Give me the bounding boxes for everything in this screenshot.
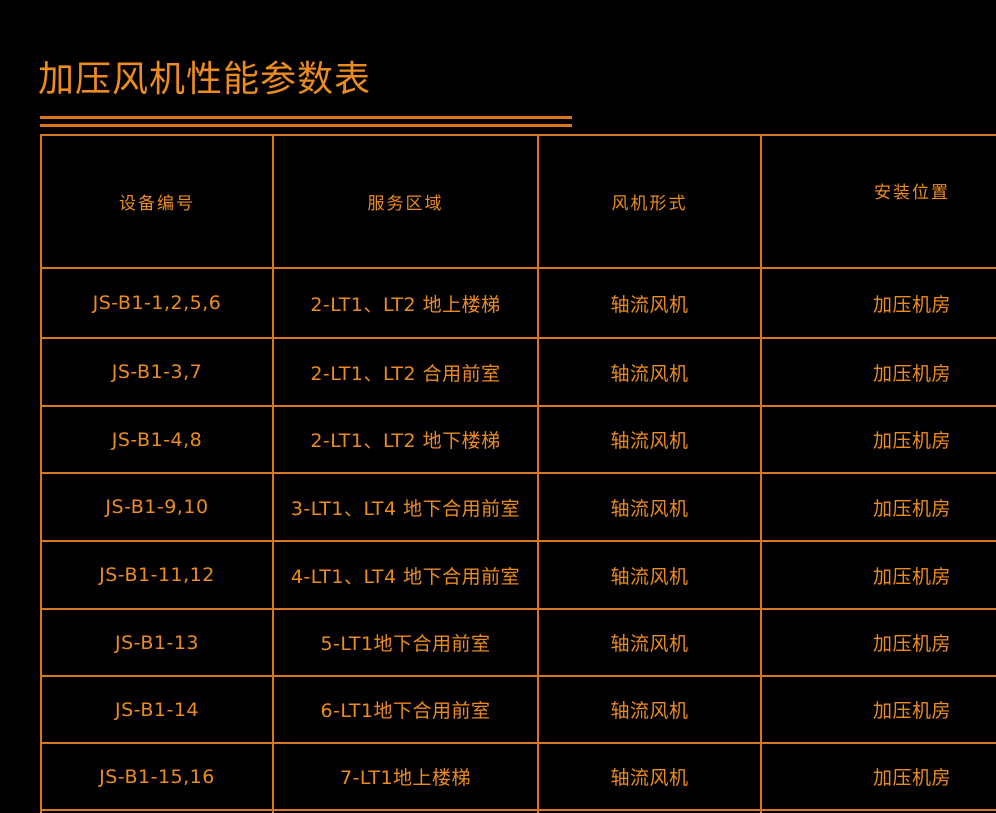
table-row: JS-B1-14 6-LT1地下合用前室 轴流风机 加压机房 <box>40 675 996 744</box>
cell-fan-type: 轴流风机 <box>537 608 762 677</box>
cell-device-id: JS-B1-1,2,5,6 <box>40 267 274 339</box>
table-body: JS-B1-1,2,5,6 2-LT1、LT2 地上楼梯 轴流风机 加压机房 JS-B1… <box>40 267 996 813</box>
cell-device-id: JS-B1-13 <box>40 608 274 677</box>
cell-fan-type: 轴流风机 <box>537 540 762 610</box>
cell-service-area: 5-LT1地下合用前室 <box>272 608 539 677</box>
cell-service-area: 2-LT1、LT2 地上楼梯 <box>272 267 539 339</box>
cell-device-id: JS-B1-4,8 <box>40 405 274 474</box>
cell-device-id: JS-B1-14 <box>40 675 274 744</box>
cell-device-id: JS-B1-15,16 <box>40 742 274 811</box>
cell-install-location: 加压机房 <box>760 608 996 677</box>
table-row-partial <box>40 809 996 813</box>
cell-fan-type: 轴流风机 <box>537 337 762 407</box>
cell-fan-type: 轴流风机 <box>537 472 762 542</box>
table-row: JS-B1-13 5-LT1地下合用前室 轴流风机 加压机房 <box>40 608 996 677</box>
table-row: JS-B1-11,12 4-LT1、LT4 地下合用前室 轴流风机 加压机房 <box>40 540 996 610</box>
cell-service-area: 7-LT1地上楼梯 <box>272 742 539 811</box>
cell-fan-type: 轴流风机 <box>537 675 762 744</box>
title-underline-top <box>40 116 572 119</box>
table-row: JS-B1-4,8 2-LT1、LT2 地下楼梯 轴流风机 加压机房 <box>40 405 996 474</box>
cell-fan-type: 轴流风机 <box>537 405 762 474</box>
cell-install-location: 加压机房 <box>760 337 996 407</box>
title-underline-bottom <box>40 124 572 127</box>
cell-device-id: JS-B1-3,7 <box>40 337 274 407</box>
cell-install-location: 加压机房 <box>760 675 996 744</box>
cell-install-location: 加压机房 <box>760 540 996 610</box>
header-install-location: 安装位置 <box>760 134 996 269</box>
cell-device-id: JS-B1-11,12 <box>40 540 274 610</box>
header-fan-type: 风机形式 <box>537 134 762 269</box>
fan-parameters-table: 设备编号 服务区域 风机形式 安装位置 JS-B1-1,2,5,6 2-LT1、L… <box>40 134 996 813</box>
cell-install-location: 加压机房 <box>760 472 996 542</box>
cell-install-location: 加压机房 <box>760 267 996 339</box>
cell-fan-type: 轴流风机 <box>537 742 762 811</box>
cell-service-area: 2-LT1、LT2 地下楼梯 <box>272 405 539 474</box>
cell-service-area: 2-LT1、LT2 合用前室 <box>272 337 539 407</box>
table-row: JS-B1-1,2,5,6 2-LT1、LT2 地上楼梯 轴流风机 加压机房 <box>40 267 996 339</box>
cell-fan-type <box>537 809 762 813</box>
cell-device-id <box>40 809 274 813</box>
cell-install-location <box>760 809 996 813</box>
table-header-row: 设备编号 服务区域 风机形式 安装位置 <box>40 134 996 269</box>
table-row: JS-B1-3,7 2-LT1、LT2 合用前室 轴流风机 加压机房 <box>40 337 996 407</box>
cell-fan-type: 轴流风机 <box>537 267 762 339</box>
header-device-id: 设备编号 <box>40 134 274 269</box>
cell-service-area: 3-LT1、LT4 地下合用前室 <box>272 472 539 542</box>
cell-service-area: 4-LT1、LT4 地下合用前室 <box>272 540 539 610</box>
table-row: JS-B1-9,10 3-LT1、LT4 地下合用前室 轴流风机 加压机房 <box>40 472 996 542</box>
cell-service-area: 6-LT1地下合用前室 <box>272 675 539 744</box>
cell-device-id: JS-B1-9,10 <box>40 472 274 542</box>
page-title: 加压风机性能参数表 <box>38 59 372 100</box>
cell-install-location: 加压机房 <box>760 742 996 811</box>
header-service-area: 服务区域 <box>272 134 539 269</box>
cell-install-location: 加压机房 <box>760 405 996 474</box>
table-row: JS-B1-15,16 7-LT1地上楼梯 轴流风机 加压机房 <box>40 742 996 811</box>
cell-service-area <box>272 809 539 813</box>
